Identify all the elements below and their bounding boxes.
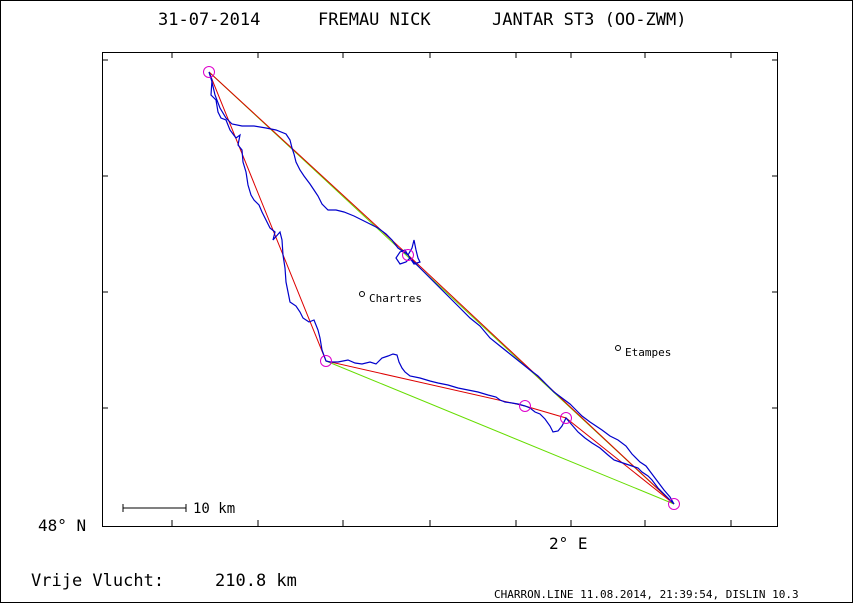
map-frame [102,52,778,527]
turnpoints [203,66,680,510]
header-pilot: FREMAU NICK [318,10,431,30]
place-marker-chartres [359,291,365,297]
footer-credit: CHARRON.LINE 11.08.2014, 21:39:54, DISLI… [494,588,799,601]
scale-bar [122,504,187,512]
header-date: 31-07-2014 [158,10,260,30]
summary-value: 210.8 km [215,571,297,591]
place-marker-etampes [615,345,621,351]
turnpoint-start [203,66,215,78]
header-glider: JANTAR ST3 (OO-ZWM) [492,10,686,30]
turnpoint-5 [402,249,414,261]
turnpoint-4 [668,498,680,510]
turnpoint-3 [560,412,572,424]
latitude-label: 48° N [38,516,86,535]
turnpoint-2 [519,400,531,412]
frame-ticks [102,52,778,527]
scale-bar-label: 10 km [193,501,235,517]
place-label-chartres: Chartres [369,292,422,305]
flight-track [208,71,675,505]
turnpoint-1 [320,355,332,367]
summary-label: Vrije Vlucht: [31,571,164,591]
place-label-etampes: Etampes [625,346,671,359]
longitude-label: 2° E [549,534,588,553]
